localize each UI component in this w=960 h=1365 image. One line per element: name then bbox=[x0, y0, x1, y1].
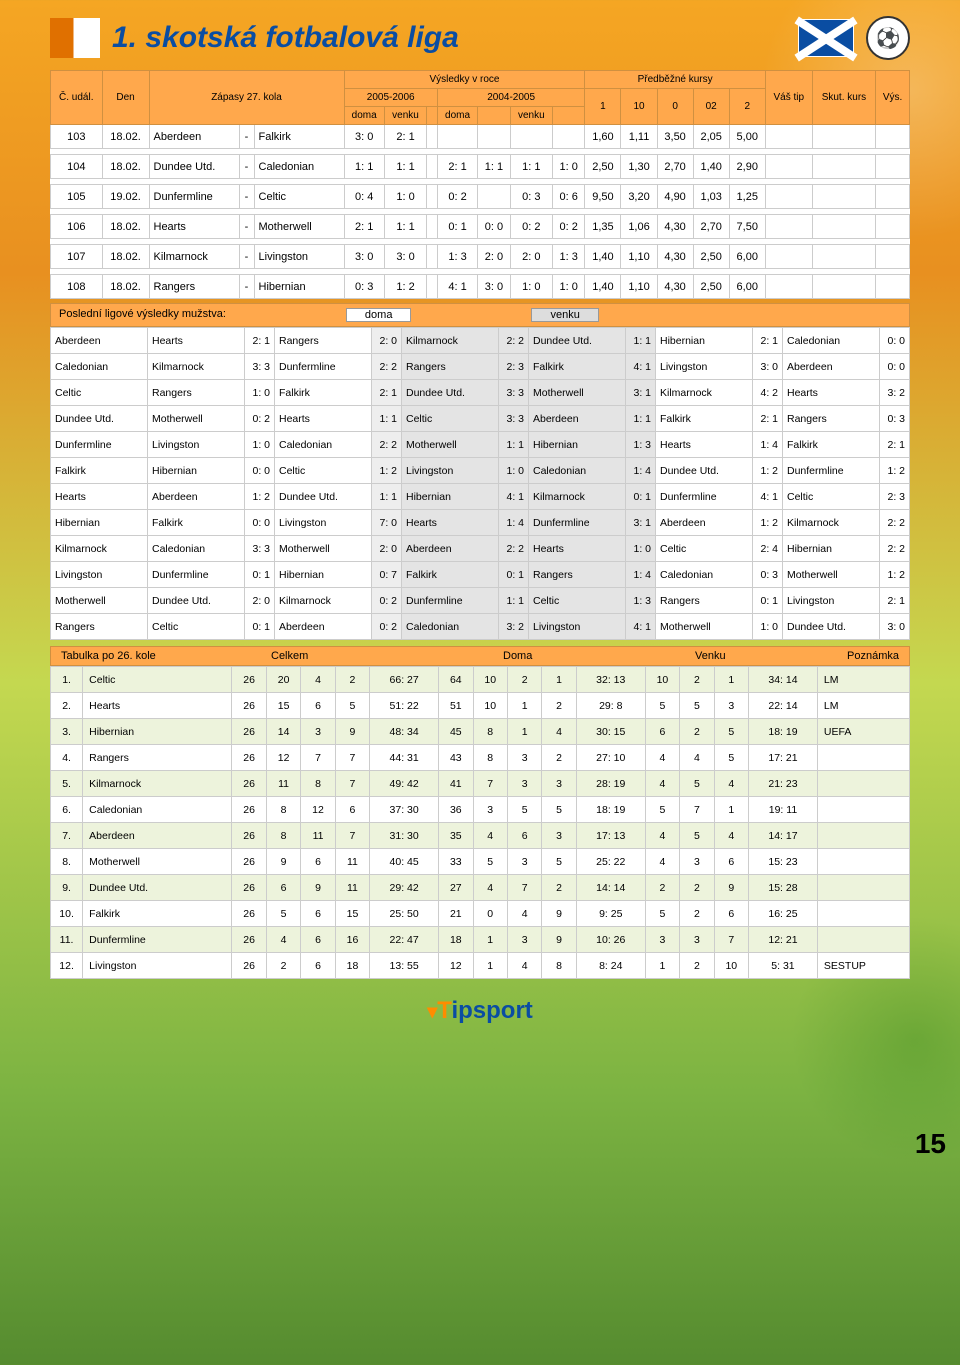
standings-row: 4.Rangers26127744: 314383227: 1044517: 2… bbox=[51, 745, 910, 771]
fixtures-table: Č. udál. Den Zápasy 27. kola Výsledky v … bbox=[50, 70, 910, 299]
standings-row: 2.Hearts26156551: 2251101229: 855322: 14… bbox=[51, 693, 910, 719]
standings-header: Tabulka po 26. kole Celkem Doma Venku Po… bbox=[50, 646, 910, 666]
fixture-row: 10418.02.Dundee Utd.-Caledonian1: 11: 12… bbox=[51, 155, 910, 179]
logo-text: ipsport bbox=[451, 997, 532, 1024]
fixture-row: 10718.02.Kilmarnock-Livingston3: 03: 01:… bbox=[51, 245, 910, 269]
standings-row: 6.Caledonian26812637: 303635518: 1957119… bbox=[51, 797, 910, 823]
fixture-row: 10818.02.Rangers-Hibernian0: 31: 24: 13:… bbox=[51, 275, 910, 299]
standings-table: 1.Celtic26204266: 2764102132: 13102134: … bbox=[50, 666, 910, 979]
recent-row: LivingstonDunfermline0: 1Hibernian0: 7Fa… bbox=[51, 562, 910, 588]
standings-row: 1.Celtic26204266: 2764102132: 13102134: … bbox=[51, 667, 910, 693]
recent-row: Dundee Utd.Motherwell0: 2Hearts1: 1Celti… bbox=[51, 406, 910, 432]
fixture-row: 10618.02.Hearts-Motherwell2: 11: 10: 10:… bbox=[51, 215, 910, 239]
recent-row: DunfermlineLivingston1: 0Caledonian2: 2M… bbox=[51, 432, 910, 458]
recent-row: MotherwellDundee Utd.2: 0Kilmarnock0: 2D… bbox=[51, 588, 910, 614]
standings-row: 3.Hibernian26143948: 344581430: 1562518:… bbox=[51, 719, 910, 745]
recent-row: HibernianFalkirk0: 0Livingston7: 0Hearts… bbox=[51, 510, 910, 536]
fixture-row: 10519.02.Dunfermline-Celtic0: 41: 00: 20… bbox=[51, 185, 910, 209]
title-bar: 1. skotská fotbalová liga ⚽ bbox=[50, 16, 910, 60]
page-number: 15 bbox=[915, 1128, 946, 1160]
football-icon: ⚽ bbox=[866, 16, 910, 60]
page-title: 1. skotská fotbalová liga bbox=[112, 21, 786, 55]
standings-row: 7.Aberdeen26811731: 303546317: 1345414: … bbox=[51, 823, 910, 849]
recent-row: HeartsAberdeen1: 2Dundee Utd.1: 1Hiberni… bbox=[51, 484, 910, 510]
recent-row: AberdeenHearts2: 1Rangers2: 0Kilmarnock2… bbox=[51, 328, 910, 354]
fixture-row: 10318.02.Aberdeen-Falkirk3: 02: 11,601,1… bbox=[51, 125, 910, 149]
standings-row: 8.Motherwell26961140: 453353525: 2243615… bbox=[51, 849, 910, 875]
recent-row: CaledonianKilmarnock3: 3Dunfermline2: 2R… bbox=[51, 354, 910, 380]
recent-row: KilmarnockCaledonian3: 3Motherwell2: 0Ab… bbox=[51, 536, 910, 562]
standings-row: 11.Dunfermline26461622: 471813910: 26337… bbox=[51, 927, 910, 953]
scotland-flag-icon bbox=[798, 19, 854, 57]
standings-row: 9.Dundee Utd.26691129: 422747214: 142291… bbox=[51, 875, 910, 901]
title-ornament bbox=[50, 18, 100, 58]
tipsport-logo: ▾Tipsport bbox=[50, 997, 910, 1025]
recent-row: RangersCeltic0: 1Aberdeen0: 2Caledonian3… bbox=[51, 614, 910, 640]
standings-row: 10.Falkirk26561525: 50210499: 2552616: 2… bbox=[51, 901, 910, 927]
standings-row: 5.Kilmarnock26118749: 424173328: 1945421… bbox=[51, 771, 910, 797]
recent-results-table: AberdeenHearts2: 1Rangers2: 0Kilmarnock2… bbox=[50, 327, 910, 640]
recent-row: FalkirkHibernian0: 0Celtic1: 2Livingston… bbox=[51, 458, 910, 484]
recent-row: CelticRangers1: 0Falkirk2: 1Dundee Utd.3… bbox=[51, 380, 910, 406]
standings-row: 12.Livingston26261813: 55121488: 2412105… bbox=[51, 953, 910, 979]
recent-results-header: Poslední ligové výsledky mužstva: doma v… bbox=[50, 303, 910, 327]
